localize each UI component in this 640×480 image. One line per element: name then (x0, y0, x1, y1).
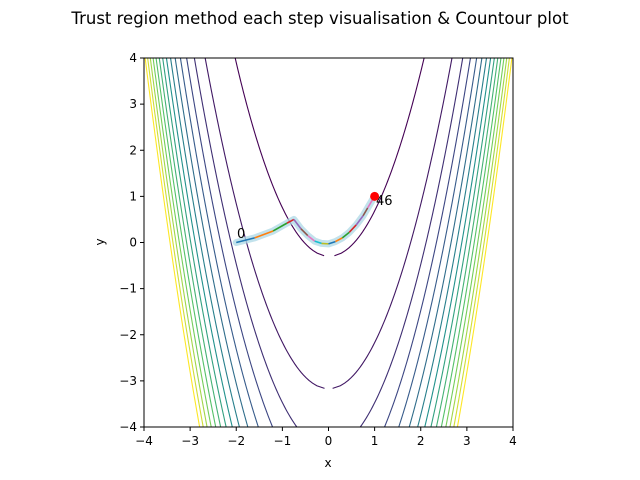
x-tick-label: −3 (181, 434, 199, 448)
contour-line (334, 58, 425, 257)
contour-line (149, 58, 208, 427)
y-tick-label: 4 (129, 51, 137, 65)
y-ticks: −4 −3 −2 −1 0 1 2 3 4 (119, 51, 144, 434)
contour-line (453, 58, 510, 427)
x-tick-label: −4 (135, 434, 153, 448)
y-tick-label: −4 (119, 420, 137, 434)
contour-line (398, 58, 478, 427)
step-segment (362, 207, 369, 217)
contour-line (165, 58, 233, 427)
contour-line (155, 58, 217, 427)
contour-line (174, 58, 249, 427)
contour-line (456, 58, 513, 427)
x-tick-label: −1 (274, 434, 292, 448)
step-segment (300, 228, 309, 237)
y-tick-label: −3 (119, 374, 137, 388)
contour-line (332, 58, 453, 389)
x-tick-label: 2 (417, 434, 425, 448)
contour-line (193, 58, 298, 427)
optimization-path (232, 192, 379, 248)
contour-line (234, 58, 325, 257)
x-tick-label: −2 (227, 434, 245, 448)
step-segment (348, 224, 357, 233)
contour-line (445, 58, 505, 427)
chart-title: Trust region method each step visualisat… (70, 9, 569, 28)
step-segment (367, 199, 374, 209)
contour-lines (144, 58, 513, 427)
step-segment (272, 222, 288, 232)
x-axis-label: x (324, 456, 331, 470)
contour-line (383, 58, 472, 427)
contour-line (408, 58, 483, 427)
contour-line (158, 58, 222, 427)
y-axis-label: y (93, 238, 107, 245)
y-tick-label: −1 (119, 282, 137, 296)
step-segment (314, 240, 322, 245)
step-segment (307, 234, 316, 242)
y-tick-label: 0 (129, 236, 137, 250)
y-tick-label: 3 (129, 97, 137, 111)
x-tick-label: 1 (371, 434, 379, 448)
contour-line (179, 58, 259, 427)
step-segment (286, 218, 295, 224)
y-tick-label: −2 (119, 328, 137, 342)
step-segment (236, 237, 255, 244)
step-segment (341, 231, 350, 239)
contour-line (449, 58, 508, 427)
contour-line (186, 58, 274, 427)
start-label: 0 (237, 227, 245, 242)
contour-line (359, 58, 464, 427)
y-tick-label: 1 (129, 189, 137, 203)
x-tick-label: 0 (325, 434, 333, 448)
contour-line (417, 58, 488, 427)
contour-line (162, 58, 227, 427)
contour-line (147, 58, 204, 427)
step-segment (254, 230, 274, 239)
step-segment (293, 218, 302, 230)
step-segment (355, 215, 364, 226)
contour-line (424, 58, 492, 427)
end-point-marker (370, 191, 380, 201)
contour-line (170, 58, 240, 427)
contour-line (435, 58, 499, 427)
step-segment (328, 240, 336, 245)
contour-line (204, 58, 325, 389)
y-tick-label: 2 (129, 143, 137, 157)
x-tick-label: 4 (509, 434, 517, 448)
step-segment (335, 237, 343, 243)
x-tick-label: 3 (463, 434, 471, 448)
contour-line (430, 58, 495, 427)
contour-line (440, 58, 502, 427)
x-ticks: −4 −3 −2 −1 0 1 2 3 4 (135, 427, 517, 448)
contour-line (152, 58, 212, 427)
contour-line (144, 58, 201, 427)
end-label: 46 (376, 194, 393, 209)
